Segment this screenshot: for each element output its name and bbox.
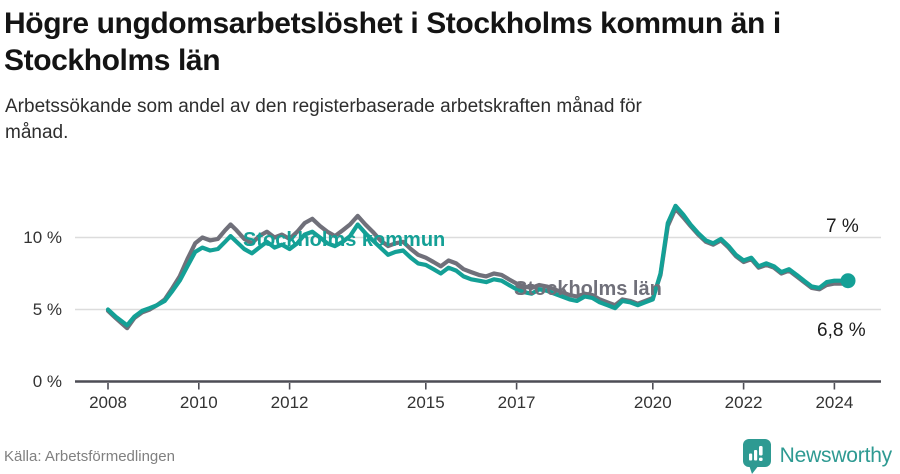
series-line <box>105 203 851 328</box>
x-tick-label: 2008 <box>89 393 127 412</box>
newsworthy-logo-icon <box>742 438 772 474</box>
x-tick-label: 2015 <box>406 393 445 412</box>
newsworthy-brand-text: Newsworthy <box>779 444 893 467</box>
y-tick-label: 5 % <box>32 299 62 319</box>
x-tick-label: 2017 <box>497 393 536 412</box>
y-tick-label: 0 % <box>32 371 62 391</box>
x-tick-label: 2022 <box>724 393 763 412</box>
x-tick-label: 2012 <box>270 393 309 412</box>
chart-subtitle: Arbetssökande som andel av den registerb… <box>5 96 642 144</box>
series-label-lan: Stockholms län <box>514 278 662 300</box>
newsworthy-brand-link[interactable]: Newsworthy <box>742 438 892 474</box>
y-tick-label: 10 % <box>23 227 62 247</box>
series-label-kommun: Stockholms kommun <box>243 229 446 251</box>
x-tick-label: 2024 <box>815 393 854 412</box>
series-line <box>105 206 851 331</box>
end-point-marker <box>840 273 856 289</box>
chart-title: Högre ungdomsarbetslöshet i Stockholms k… <box>4 7 781 77</box>
source-caption: Källa: Arbetsförmedlingen <box>4 448 175 465</box>
x-tick-label: 2010 <box>179 393 218 412</box>
end-value-lan: 6,8 % <box>817 320 866 341</box>
end-value-kommun: 7 % <box>826 216 859 237</box>
x-tick-label: 2020 <box>633 393 672 412</box>
